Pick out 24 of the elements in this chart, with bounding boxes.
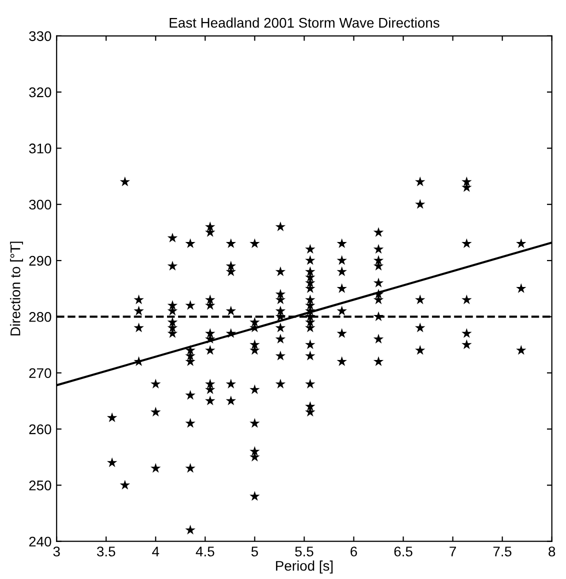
x-tick-label: 6 xyxy=(350,546,357,556)
y-axis-title: Direction to [°T] xyxy=(10,242,24,336)
x-tick-label: 6.5 xyxy=(394,546,412,556)
y-tick-label: 260 xyxy=(29,424,52,434)
y-tick-label: 270 xyxy=(29,368,52,378)
x-tick-label: 7 xyxy=(450,546,456,556)
chart-title: East Headland 2001 Storm Wave Directions xyxy=(170,18,440,28)
x-axis-title: Period [s] xyxy=(276,560,333,574)
x-tick-label: 4 xyxy=(152,546,160,556)
y-tick-label: 310 xyxy=(29,144,52,154)
y-tick-label: 250 xyxy=(29,480,52,490)
x-tick-label: 5.5 xyxy=(295,546,314,556)
y-tick-label: 330 xyxy=(29,31,52,42)
x-tick-label: 3 xyxy=(53,546,60,556)
y-tick-label: 240 xyxy=(29,536,52,547)
y-tick-label: 290 xyxy=(29,256,52,266)
x-tick-label: 4.5 xyxy=(196,546,214,556)
y-tick-label: 280 xyxy=(29,312,52,322)
y-tick-label: 300 xyxy=(29,200,52,210)
x-tick-label: 3.5 xyxy=(97,546,116,556)
x-tick-label: 7.5 xyxy=(493,546,512,556)
y-tick-label: 320 xyxy=(29,87,52,98)
x-tick-label: 8 xyxy=(548,546,556,556)
x-tick-label: 5 xyxy=(251,546,258,556)
